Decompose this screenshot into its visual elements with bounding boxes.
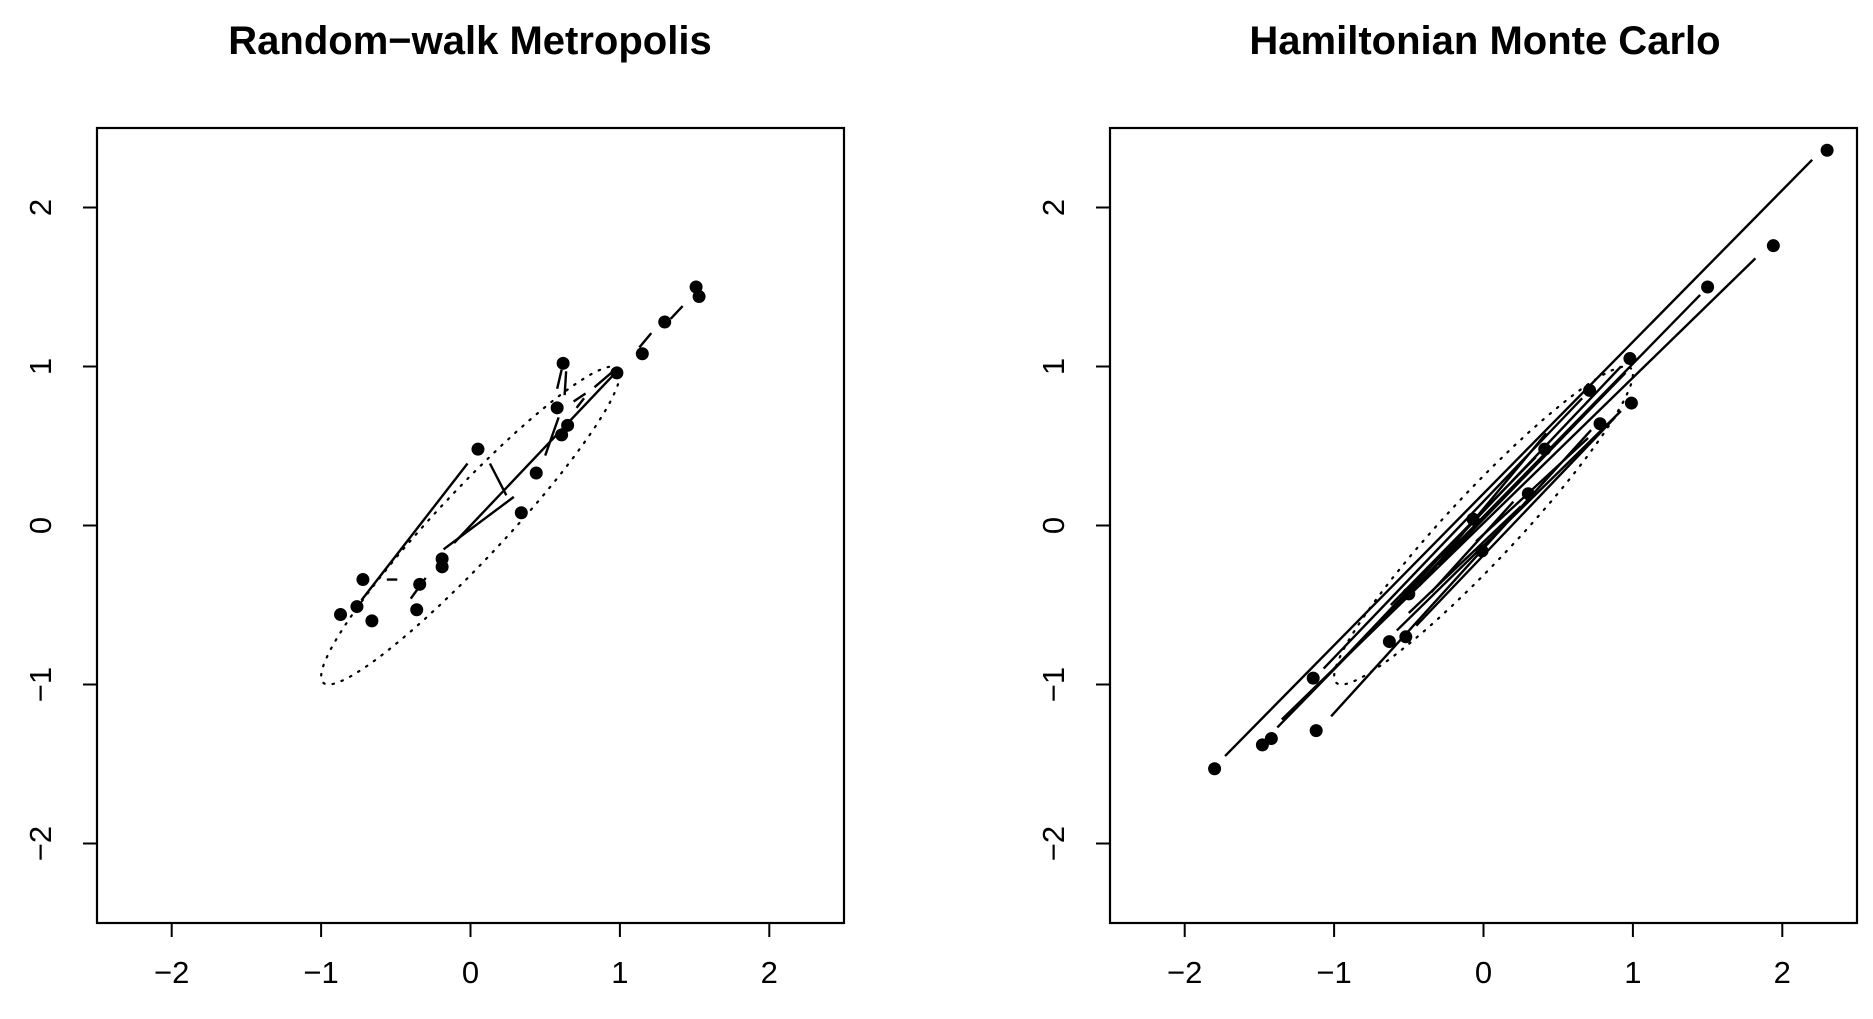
sample-point [356, 573, 370, 587]
x-tick-labels: −2 −1 0 1 2 [154, 955, 778, 990]
trajectory-segment [563, 371, 568, 396]
x-tick-label: 2 [761, 955, 778, 990]
sample-point [1623, 352, 1637, 366]
trajectory-segment [453, 370, 618, 544]
x-tick-label: 0 [1475, 955, 1492, 990]
sample-point [1402, 587, 1416, 601]
plot-frame [1108, 126, 1859, 925]
y-tick-label: 0 [23, 517, 58, 534]
trajectory-segment [1322, 397, 1583, 670]
panel-hamiltonian-monte-carlo: Hamiltonian Monte Carlo −2 −1 0 1 2 −2 −… [1036, 19, 1859, 990]
y-tick-label: 0 [1036, 517, 1071, 534]
trajectory-segment [638, 332, 653, 349]
sample-points [1208, 143, 1834, 776]
trajectory-segment [1407, 505, 1522, 614]
x-tick-label: −1 [1316, 955, 1351, 990]
trajectory-segment [1390, 456, 1537, 606]
sample-point [529, 466, 543, 480]
sample-point [610, 366, 624, 380]
y-tick-label: 2 [1036, 199, 1071, 216]
sample-point [658, 315, 672, 329]
sample-point [435, 560, 449, 574]
sample-point [1820, 143, 1834, 157]
trajectory-segment [1396, 410, 1622, 632]
y-tick-label: −1 [1036, 667, 1071, 702]
trajectory-segment [1430, 500, 1515, 594]
trajectory-segment [1280, 257, 1757, 721]
sample-point [471, 442, 485, 456]
trajectory-segment [1437, 372, 1627, 567]
trajectory-segment [1330, 429, 1592, 718]
trajectory-segment [572, 392, 587, 403]
axis-ticks [83, 206, 771, 937]
sample-point [692, 290, 706, 304]
sample-point [1309, 724, 1323, 738]
sample-point [1583, 383, 1597, 397]
x-tick-label: −2 [1167, 955, 1202, 990]
y-tick-labels: −2 −1 0 1 2 [1036, 199, 1071, 861]
x-tick-labels: −2 −1 0 1 2 [1167, 955, 1791, 990]
sampler-trajectory [1224, 158, 1814, 757]
sample-point [1701, 280, 1715, 294]
sample-point [1766, 239, 1780, 253]
sampler-trajectory [360, 305, 684, 601]
sample-point [1624, 396, 1638, 410]
y-tick-label: −2 [1036, 826, 1071, 861]
sample-point [1466, 512, 1480, 526]
y-tick-label: 1 [1036, 358, 1071, 375]
sample-point [556, 356, 570, 370]
sample-point [1255, 738, 1269, 752]
target-density-contour [1332, 365, 1635, 686]
x-tick-label: 0 [462, 955, 479, 990]
sample-point [334, 608, 348, 622]
sample-point [410, 603, 424, 617]
sample-point [1208, 762, 1222, 776]
sample-point [1521, 487, 1535, 501]
trajectory-segment [555, 369, 563, 390]
sample-point [514, 506, 528, 520]
sample-point [1593, 417, 1607, 431]
sample-point [1538, 442, 1552, 456]
trajectory-segment [360, 462, 469, 601]
sample-point [365, 614, 379, 628]
target-density-contour [319, 365, 622, 686]
trajectory-segment [1415, 416, 1616, 627]
y-tick-label: −2 [23, 826, 58, 861]
sample-point [635, 347, 649, 361]
y-tick-label: 2 [23, 199, 58, 216]
panel-random-walk-metropolis: Random−walk Metropolis −2 −1 0 1 2 −2 −1… [23, 19, 846, 990]
sample-points [334, 280, 706, 628]
panel-title: Hamiltonian Monte Carlo [1249, 19, 1720, 63]
sample-point [1399, 630, 1413, 644]
x-tick-label: −1 [303, 955, 338, 990]
sample-point [561, 418, 575, 432]
x-tick-label: 1 [611, 955, 628, 990]
x-tick-label: 2 [1774, 955, 1791, 990]
panel-title: Random−walk Metropolis [228, 19, 711, 63]
y-tick-label: 1 [23, 358, 58, 375]
trajectory-segment [575, 397, 585, 409]
axis-ticks [1096, 206, 1784, 937]
trajectory-segment [669, 305, 684, 320]
sample-point [1475, 544, 1489, 558]
y-tick-labels: −2 −1 0 1 2 [23, 199, 58, 861]
sample-point [413, 577, 427, 591]
x-tick-label: 1 [1624, 955, 1641, 990]
sample-point [1382, 635, 1396, 649]
sample-point [550, 401, 564, 415]
trajectory-segment [1224, 158, 1814, 757]
x-tick-label: −2 [154, 955, 189, 990]
trajectory-segment [544, 416, 560, 456]
y-tick-label: −1 [23, 667, 58, 702]
sample-point [1264, 732, 1278, 746]
sample-point [1306, 671, 1320, 685]
sample-point [555, 428, 569, 442]
sample-point [350, 600, 364, 614]
